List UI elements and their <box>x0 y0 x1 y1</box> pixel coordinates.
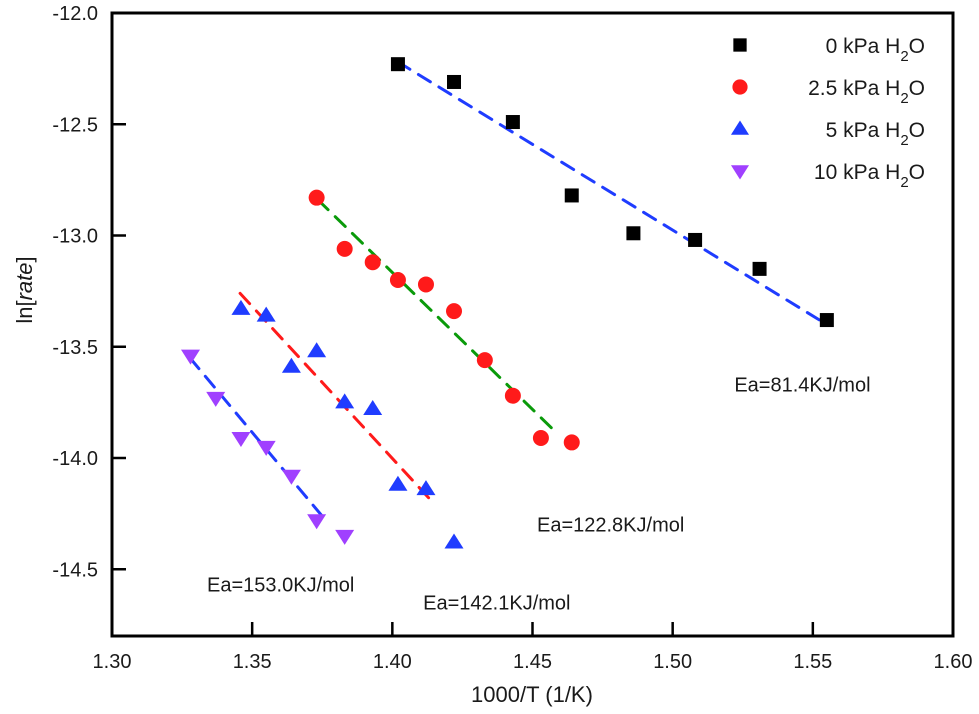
legend-label-end: O <box>909 77 925 100</box>
x-tick-label: 1.45 <box>513 651 552 673</box>
data-point <box>231 299 251 315</box>
data-point <box>626 226 641 241</box>
data-point <box>364 254 381 271</box>
legend-label-main: 0 kPa H <box>826 35 901 58</box>
data-point <box>256 440 276 456</box>
annotation-ea: Ea=122.8KJ/mol <box>537 514 684 536</box>
legend-label: 10 kPa H2O <box>814 161 925 191</box>
fit-lines <box>188 60 829 518</box>
legend-label-end: O <box>909 161 925 184</box>
x-tick-label: 1.40 <box>373 651 412 673</box>
annotation-ea: Ea=153.0KJ/mol <box>207 575 354 597</box>
data-point <box>417 276 434 293</box>
data-point <box>688 232 703 247</box>
x-axis-label: 1000/T (1/K) <box>471 682 593 707</box>
data-point <box>446 303 463 320</box>
data-point <box>563 434 580 451</box>
data-point <box>447 74 462 89</box>
legend-label-subscript: 2 <box>900 132 908 149</box>
x-tick-label: 1.35 <box>233 651 272 673</box>
y-tick-label: -13.5 <box>52 337 98 359</box>
fit-line <box>238 291 435 504</box>
data-point <box>206 391 226 407</box>
y-axis-label-italic: rate <box>12 262 37 300</box>
data-point <box>390 57 405 72</box>
data-point <box>819 313 834 328</box>
legend-label-end: O <box>909 35 925 58</box>
data-point <box>532 429 549 446</box>
data-point <box>476 352 493 369</box>
x-tick-label: 1.55 <box>793 651 832 673</box>
legend-label-main: 10 kPa H <box>814 161 900 184</box>
data-point <box>335 393 355 409</box>
data-point <box>335 529 355 545</box>
legend-label: 0 kPa H2O <box>826 35 925 65</box>
data-point <box>336 240 353 257</box>
x-tick-label: 1.60 <box>934 651 973 673</box>
fit-line <box>396 60 829 326</box>
y-tick-label: -13.0 <box>52 226 98 248</box>
data-point <box>389 272 406 288</box>
annotations: Ea=81.4KJ/mol Ea=122.8KJ/mol Ea=153.0KJ/mo… <box>207 374 871 614</box>
y-tick-label: -14.0 <box>52 448 98 470</box>
legend-label: 2.5 kPa H2O <box>808 77 925 107</box>
legend-marker <box>732 79 748 95</box>
data-point <box>363 400 383 416</box>
legend-label: 5 kPa H2O <box>826 119 925 149</box>
annotation-ea: Ea=142.1KJ/mol <box>423 592 570 614</box>
x-tick-label: 1.50 <box>653 651 692 673</box>
data-point <box>281 469 301 485</box>
y-axis-label-prefix: ln[ <box>12 300 37 323</box>
annotation-ea: Ea=81.4KJ/mol <box>734 374 870 396</box>
data-point <box>307 514 327 530</box>
legend-marker <box>730 120 750 135</box>
data-point <box>505 115 520 130</box>
fit-line <box>188 356 324 518</box>
data-point <box>256 306 276 322</box>
data-point <box>504 387 521 404</box>
y-tick-label: -14.5 <box>52 559 98 581</box>
data-point <box>416 480 436 496</box>
data-points <box>180 57 834 549</box>
legend-label-subscript: 2 <box>900 90 908 107</box>
data-point <box>308 189 325 206</box>
y-axis-label: ln[rate] <box>12 256 37 323</box>
data-point <box>231 431 251 447</box>
y-tick-label: -12.5 <box>52 114 98 136</box>
legend-label-end: O <box>909 119 925 142</box>
x-tick-label: 1.30 <box>93 651 132 673</box>
y-tick-label: -12.0 <box>52 3 98 25</box>
data-point <box>307 342 327 358</box>
legend-label-main: 5 kPa H <box>826 119 901 142</box>
legend-marker <box>733 38 747 52</box>
legend-label-subscript: 2 <box>900 174 908 191</box>
data-point <box>180 349 200 365</box>
data-point <box>564 188 579 203</box>
legend-label-subscript: 2 <box>900 48 908 65</box>
y-axis-label-suffix: ] <box>12 256 37 262</box>
x-axis-ticks: 1.30 1.35 1.40 1.45 1.50 1.55 1.60 <box>93 622 973 673</box>
legend-marker <box>730 165 750 180</box>
legend-label-main: 2.5 kPa H <box>808 77 900 100</box>
data-point <box>444 533 464 549</box>
data-point <box>388 475 408 491</box>
data-point <box>752 261 767 276</box>
data-point <box>281 357 301 373</box>
y-axis-ticks: -12.0 -12.5 -13.0 -13.5 -14.0 -14.5 <box>52 3 126 581</box>
